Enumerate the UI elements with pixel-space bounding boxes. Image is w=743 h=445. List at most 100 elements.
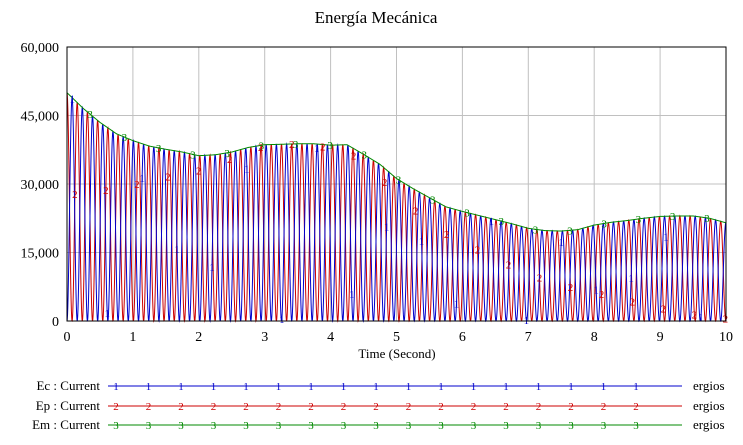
legend-marker-1: 1 xyxy=(113,381,119,393)
legend-marker-1: 1 xyxy=(471,381,477,393)
legend-marker-1: 1 xyxy=(276,381,282,393)
series-marker-3: 3 xyxy=(224,148,230,160)
y-tick-label: 0 xyxy=(52,315,59,330)
y-tick-label: 45,000 xyxy=(21,110,60,125)
x-tick-label: 1 xyxy=(129,330,136,345)
series-marker-1: 1 xyxy=(489,216,495,228)
series-marker-3: 3 xyxy=(499,216,505,228)
legend-marker-2: 2 xyxy=(308,401,314,413)
legend-marker-1: 1 xyxy=(308,381,314,393)
series-marker-1: 1 xyxy=(384,222,390,234)
series-marker-3: 3 xyxy=(259,140,265,152)
legend-marker-2: 2 xyxy=(276,401,282,413)
series-marker-2: 2 xyxy=(630,296,636,308)
series-marker-3: 3 xyxy=(396,175,402,187)
legend-label-2: Ep : Current xyxy=(36,398,101,413)
legend-marker-2: 2 xyxy=(633,401,639,413)
series-marker-1: 1 xyxy=(104,308,110,320)
series-marker-1: 1 xyxy=(663,232,669,244)
series-marker-2: 2 xyxy=(227,154,233,166)
legend-marker-1: 1 xyxy=(243,381,249,393)
series-marker-2: 2 xyxy=(568,282,574,294)
y-tick-label: 15,000 xyxy=(21,247,60,262)
series-marker-3: 3 xyxy=(533,224,539,236)
x-tick-label: 7 xyxy=(525,330,532,345)
legend-marker-3: 3 xyxy=(633,420,639,432)
x-tick-label: 8 xyxy=(591,330,598,345)
y-tick-label: 30,000 xyxy=(21,178,60,193)
legend-marker-1: 1 xyxy=(341,381,347,393)
series-marker-2: 2 xyxy=(537,273,543,285)
series-marker-2: 2 xyxy=(72,189,78,201)
series-marker-3: 3 xyxy=(293,139,299,151)
x-tick-label: 9 xyxy=(657,330,664,345)
plot-frame xyxy=(66,46,727,322)
legend-unit-3: ergios xyxy=(693,417,725,432)
series-marker-1: 1 xyxy=(454,299,460,311)
series-marker-1: 1 xyxy=(593,285,599,297)
legend-marker-2: 2 xyxy=(406,401,412,413)
x-axis-ticks: 0 1 2 3 4 5 6 7 8 9 10 xyxy=(64,330,734,345)
series-marker-2: 2 xyxy=(475,245,481,257)
series-marker-2: 2 xyxy=(506,260,512,272)
legend-marker-2: 2 xyxy=(178,401,184,413)
series-marker-1: 1 xyxy=(174,244,180,256)
legend-marker-2: 2 xyxy=(601,401,607,413)
series-marker-3: 3 xyxy=(670,211,676,223)
legend: Ec : Current 1 1 1 1 1 1 1 1 1 1 1 1 1 1 1 1 1 ergios Ep : … xyxy=(32,378,724,432)
series-marker-2: 2 xyxy=(165,171,171,183)
legend-marker-3: 3 xyxy=(438,420,444,432)
legend-marker-3: 3 xyxy=(406,420,412,432)
legend-unit-1: ergios xyxy=(693,378,725,393)
legend-marker-2: 2 xyxy=(568,401,574,413)
legend-marker-3: 3 xyxy=(536,420,542,432)
legend-label-1: Ec : Current xyxy=(36,378,100,393)
legend-marker-1: 1 xyxy=(601,381,607,393)
series-marker-3: 3 xyxy=(361,150,367,162)
series-marker-3: 3 xyxy=(601,218,607,230)
series-marker-2: 2 xyxy=(258,142,264,154)
legend-marker-3: 3 xyxy=(243,420,249,432)
series-marker-1: 1 xyxy=(698,312,704,324)
legend-marker-3: 3 xyxy=(146,420,152,432)
legend-marker-2: 2 xyxy=(243,401,249,413)
series-marker-2: 2 xyxy=(289,139,295,151)
legend-marker-2: 2 xyxy=(536,401,542,413)
series-marker-3: 3 xyxy=(430,195,436,207)
legend-marker-1: 1 xyxy=(536,381,542,393)
series-marker-2: 2 xyxy=(444,229,450,241)
legend-marker-1: 1 xyxy=(438,381,444,393)
x-tick-label: 6 xyxy=(459,330,466,345)
legend-marker-3: 3 xyxy=(503,420,509,432)
legend-unit-2: ergios xyxy=(693,398,725,413)
series-marker-1: 1 xyxy=(244,164,250,176)
series-marker-2: 2 xyxy=(103,185,109,197)
legend-marker-3: 3 xyxy=(178,420,184,432)
legend-marker-1: 1 xyxy=(211,381,217,393)
series-marker-2: 2 xyxy=(196,166,202,178)
series-marker-2: 2 xyxy=(723,314,729,326)
legend-marker-3: 3 xyxy=(568,420,574,432)
series-marker-1: 1 xyxy=(628,273,634,285)
legend-marker-1: 1 xyxy=(633,381,639,393)
series-marker-3: 3 xyxy=(704,213,710,225)
legend-marker-3: 3 xyxy=(341,420,347,432)
x-tick-label: 3 xyxy=(261,330,268,345)
legend-marker-1: 1 xyxy=(503,381,509,393)
legend-marker-3: 3 xyxy=(601,420,607,432)
series-marker-3: 3 xyxy=(567,225,573,237)
series-marker-2: 2 xyxy=(413,205,419,217)
legend-marker-1: 1 xyxy=(146,381,152,393)
series-marker-3: 3 xyxy=(636,214,642,226)
x-tick-label: 5 xyxy=(393,330,400,345)
legend-marker-2: 2 xyxy=(438,401,444,413)
plot-border xyxy=(66,46,727,322)
series-marker-3: 3 xyxy=(190,149,196,161)
series-marker-1: 1 xyxy=(70,93,76,105)
series-marker-2: 2 xyxy=(351,151,357,163)
chart-title: Energía Mecánica xyxy=(315,8,438,27)
legend-marker-2: 2 xyxy=(373,401,379,413)
legend-label-3: Em : Current xyxy=(32,417,100,432)
series-marker-3: 3 xyxy=(87,109,93,121)
